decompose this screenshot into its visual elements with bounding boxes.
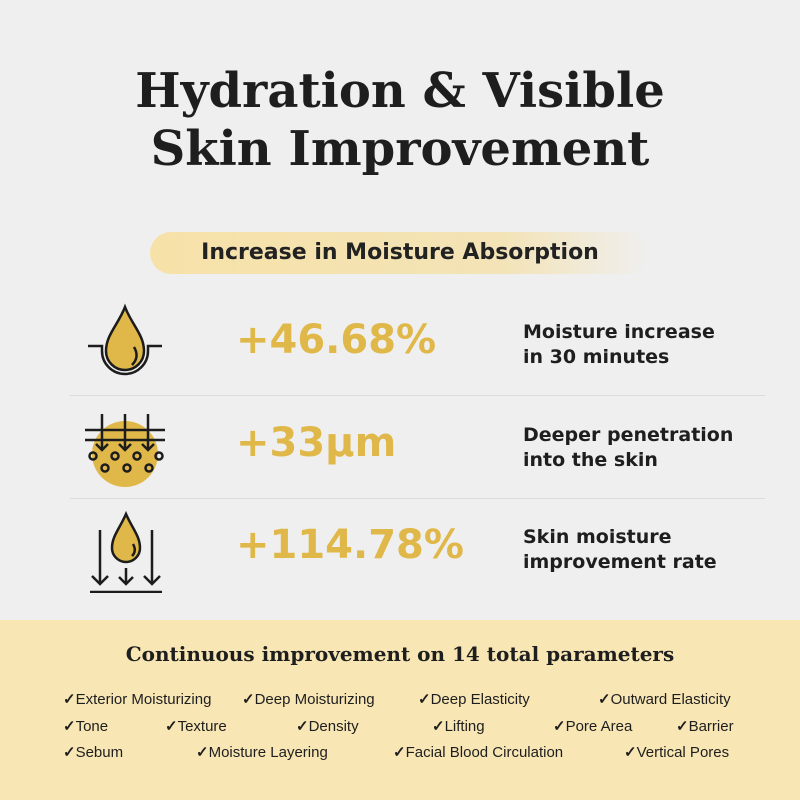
drop-with-down-arrows-icon [90, 510, 162, 593]
parameter-item: ✓Moisture Layering [196, 743, 328, 761]
stat-row: +33µm Deeper penetration into the skin [70, 398, 765, 498]
checkmark-icon: ✓ [598, 691, 611, 708]
parameter-label: Barrier [688, 718, 734, 735]
checkmark-icon: ✓ [418, 691, 431, 708]
page-title: Hydration & Visible Skin Improvement [135, 63, 665, 177]
stat-description: Moisture increase in 30 minutes [523, 321, 715, 368]
checkmark-icon: ✓ [432, 718, 445, 735]
parameter-label: Outward Elasticity [610, 691, 731, 708]
parameter-item: ✓Exterior Moisturizing [63, 690, 211, 708]
penetration-layers-icon [85, 414, 165, 487]
parameter-label: Deep Moisturizing [254, 691, 375, 708]
stat-row: +46.68% Moisture increase in 30 minutes [70, 295, 765, 395]
parameter-item: ✓Lifting [432, 717, 485, 735]
parameter-item: ✓Deep Elasticity [418, 690, 530, 708]
parameter-label: Exterior Moisturizing [75, 691, 212, 708]
parameter-item: ✓Texture [165, 717, 227, 735]
parameter-item: ✓Deep Moisturizing [242, 690, 375, 708]
parameter-item: ✓Vertical Pores [624, 743, 729, 761]
parameter-item: ✓Density [296, 717, 359, 735]
checkmark-icon: ✓ [553, 718, 566, 735]
parameter-label: Tone [75, 718, 109, 735]
stat-value: +46.68% [236, 317, 437, 363]
checkmark-icon: ✓ [165, 718, 178, 735]
parameter-item: ✓Pore Area [553, 717, 632, 735]
parameter-label: Facial Blood Circulation [405, 744, 564, 761]
parameter-item: ✓Sebum [63, 743, 123, 761]
checkmark-icon: ✓ [624, 744, 637, 761]
parameter-label: Pore Area [565, 718, 633, 735]
stat-description: Skin moisture improvement rate [523, 526, 717, 573]
parameter-item: ✓Barrier [676, 717, 734, 735]
water-drop-in-skin-icon [88, 303, 162, 376]
parameters-band [0, 620, 800, 800]
parameter-label: Deep Elasticity [430, 691, 530, 708]
section-pill: Increase in Moisture Absorption [150, 232, 650, 274]
checkmark-icon: ✓ [296, 718, 309, 735]
checkmark-icon: ✓ [63, 718, 76, 735]
parameter-item: ✓Tone [63, 717, 108, 735]
parameter-label: Density [308, 718, 359, 735]
divider [70, 498, 765, 499]
parameters-heading: Continuous improvement on 14 total param… [125, 642, 675, 666]
checkmark-icon: ✓ [63, 744, 76, 761]
checkmark-icon: ✓ [196, 744, 209, 761]
stat-value: +33µm [236, 420, 397, 466]
parameter-label: Lifting [444, 718, 485, 735]
parameter-label: Texture [177, 718, 227, 735]
stat-description: Deeper penetration into the skin [523, 424, 734, 471]
parameter-item: ✓Outward Elasticity [598, 690, 731, 708]
parameter-label: Vertical Pores [636, 744, 730, 761]
parameter-label: Sebum [75, 744, 124, 761]
parameter-item: ✓Facial Blood Circulation [393, 743, 563, 761]
checkmark-icon: ✓ [63, 691, 76, 708]
parameter-label: Moisture Layering [208, 744, 328, 761]
stat-row: +114.78% Skin moisture improvement rate [70, 500, 765, 600]
stat-value: +114.78% [236, 522, 464, 568]
checkmark-icon: ✓ [242, 691, 255, 708]
checkmark-icon: ✓ [393, 744, 406, 761]
divider [70, 395, 765, 396]
checkmark-icon: ✓ [676, 718, 689, 735]
